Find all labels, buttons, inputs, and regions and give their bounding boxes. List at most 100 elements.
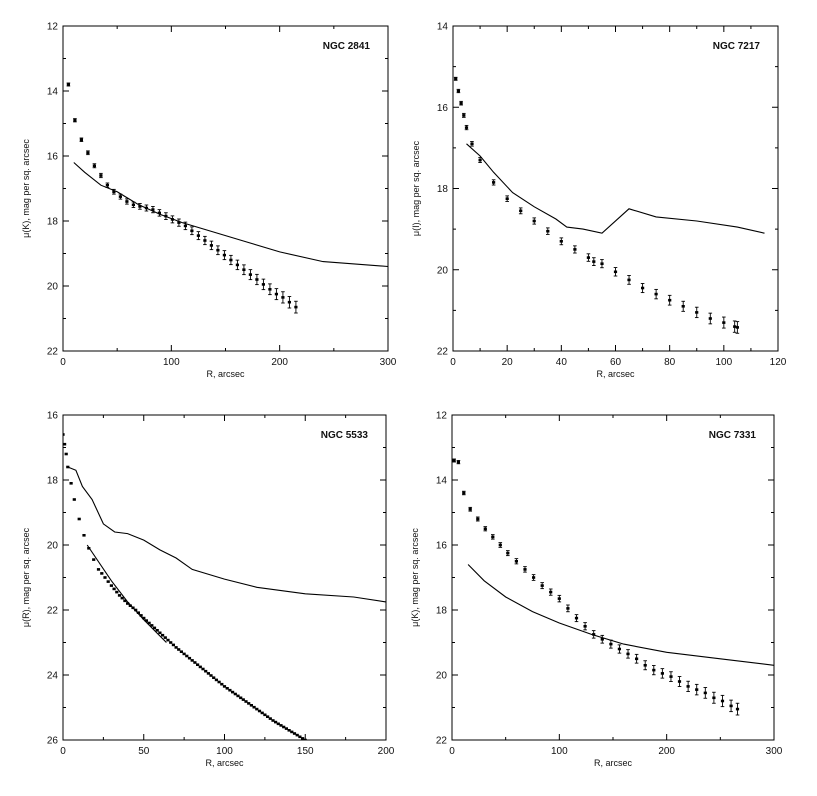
y-tick-label: 22: [47, 347, 59, 358]
y-tick-label: 14: [436, 476, 448, 487]
data-point: [96, 568, 101, 571]
data-point: [263, 713, 267, 717]
x-tick-label: 100: [163, 357, 180, 368]
data-point: [220, 682, 224, 686]
chart-panel-2: 0 20 40 60 80 100 120 14 16 18 20 22 NGC 7217 R, arcs…: [411, 22, 787, 380]
y-tick-label: 12: [47, 22, 59, 33]
chart-title: NGC 5533: [321, 430, 369, 441]
data-point: [231, 690, 235, 694]
data-point: [142, 616, 146, 620]
data-point: [320, 747, 323, 750]
y-tick-label: 18: [47, 476, 59, 487]
plot-frame: [62, 414, 387, 741]
data-point: [201, 667, 205, 671]
data-point: [109, 584, 113, 587]
data-point: [323, 749, 326, 752]
data-point: [92, 558, 96, 561]
data-point: [117, 594, 122, 597]
data-point: [266, 715, 270, 718]
data-point: [103, 576, 107, 579]
data-point: [179, 650, 183, 653]
y-tick-label: 18: [47, 217, 59, 228]
data-point: [252, 705, 256, 709]
data-point: [303, 738, 307, 740]
data-point: [66, 465, 70, 469]
data-point: [72, 498, 76, 501]
plot-area: [63, 433, 386, 755]
data-point: [69, 482, 73, 485]
x-axis-label: R, arcsec: [205, 758, 244, 768]
data-point: [241, 698, 245, 701]
y-tick-label: 18: [437, 184, 449, 195]
chart-title: NGC 7217: [713, 41, 761, 52]
x-tick-label: 200: [658, 746, 675, 757]
data-point: [139, 614, 143, 617]
data-point: [284, 727, 288, 730]
data-point: [171, 643, 175, 647]
data-point: [212, 676, 216, 679]
x-tick-label: 100: [216, 746, 233, 757]
y-tick-label: 16: [47, 411, 59, 422]
x-axis-label: R, arcsec: [594, 758, 633, 768]
data-point: [255, 707, 259, 711]
chart-panel-1: 0 100 200 300 12 14 16 18 20 22 NGC 2841 R, arcsec μ…: [21, 22, 397, 380]
data-point: [317, 746, 320, 749]
data-point: [190, 659, 194, 662]
data-point: [260, 711, 264, 715]
data-point: [155, 629, 159, 632]
data-point: [147, 621, 151, 625]
data-point: [169, 641, 173, 644]
y-tick-label: 16: [47, 152, 59, 163]
data-point: [244, 700, 248, 703]
data-point: [257, 709, 262, 713]
x-axis-label: R, arcsec: [206, 369, 245, 379]
plot-area: [453, 76, 765, 334]
series-line-fit: [86, 544, 167, 643]
x-tick-label: 50: [138, 746, 150, 757]
data-point: [239, 696, 243, 700]
data-point: [274, 720, 278, 724]
y-tick-label: 14: [437, 22, 449, 33]
data-point: [206, 672, 210, 675]
series-line-model: [73, 162, 388, 268]
y-axis-label: μ(K), mag per sq. arcsec: [410, 528, 420, 627]
x-tick-label: 100: [551, 746, 568, 757]
series-line-model: [466, 143, 765, 234]
data-point: [182, 652, 186, 656]
data-point: [326, 750, 329, 753]
data-point: [312, 743, 315, 746]
data-point: [301, 737, 305, 740]
x-tick-label: 0: [450, 357, 456, 368]
data-point: [295, 733, 299, 737]
data-point: [292, 732, 297, 735]
data-point: [144, 619, 148, 622]
data-point: [247, 702, 251, 705]
y-tick-label: 20: [436, 671, 448, 682]
x-tick-label: 0: [60, 357, 66, 368]
data-point: [330, 752, 333, 755]
x-tick-label: 40: [556, 357, 568, 368]
data-point: [64, 452, 68, 456]
data-point: [174, 646, 178, 649]
y-tick-label: 24: [47, 671, 59, 682]
chart-panel-3: 0 50 100 150 200 16 18 20 22 24 26 NGC 5533 R, arcse…: [21, 411, 395, 769]
y-tick-label: 18: [436, 606, 448, 617]
x-tick-label: 80: [664, 357, 676, 368]
plot-frame: [451, 414, 775, 741]
data-point: [100, 572, 104, 575]
y-tick-label: 16: [436, 541, 448, 552]
x-axis-label: R, arcsec: [596, 369, 635, 379]
x-tick-label: 200: [271, 357, 288, 368]
data-point: [222, 685, 227, 688]
data-point: [236, 694, 240, 698]
series-line-model: [467, 564, 774, 666]
data-point: [166, 638, 170, 642]
data-point: [63, 433, 65, 436]
x-tick-label: 100: [715, 357, 732, 368]
plot-area: [452, 458, 774, 716]
data-point: [198, 665, 202, 669]
y-axis-label: μ(R), mag per sq. arcsec: [21, 527, 31, 627]
data-point: [217, 680, 221, 684]
x-tick-label: 0: [60, 746, 66, 757]
